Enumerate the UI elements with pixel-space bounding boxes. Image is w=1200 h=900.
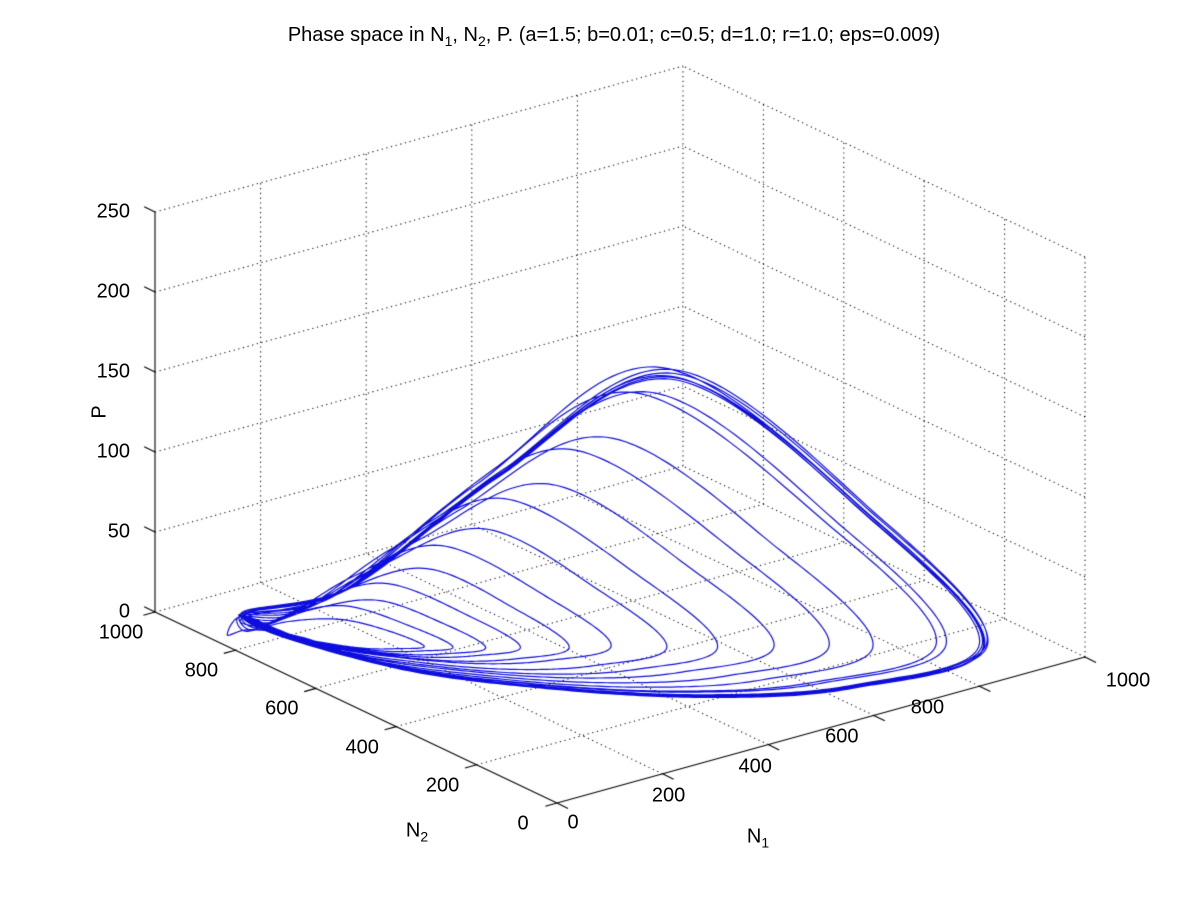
x-tick-label: 0 bbox=[567, 811, 579, 834]
z-tick-label: 250 bbox=[96, 200, 130, 223]
title-text: , N bbox=[452, 24, 478, 46]
y-axis-label-subscript: 2 bbox=[420, 828, 429, 845]
y-tick-label: 400 bbox=[345, 736, 379, 759]
x-axis-label-subscript: 1 bbox=[761, 834, 770, 851]
chart-title: Phase space in N1, N2, P. (a=1.5; b=0.01… bbox=[288, 24, 940, 49]
x-tick-label: 200 bbox=[651, 784, 686, 807]
z-axis-label: P bbox=[88, 405, 111, 419]
x-tick-label: 800 bbox=[910, 696, 945, 719]
y-tick-label: 1000 bbox=[98, 621, 144, 644]
x-axis-label: N1 bbox=[747, 826, 769, 851]
x-axis-label-text: N bbox=[746, 825, 762, 848]
y-tick-label: 0 bbox=[517, 812, 529, 835]
title-subscript: 1 bbox=[444, 33, 453, 49]
y-tick-label: 800 bbox=[184, 659, 219, 682]
x-tick-label: 600 bbox=[825, 725, 859, 748]
y-axis-label-text: N bbox=[405, 819, 421, 842]
z-tick-label: 0 bbox=[118, 600, 130, 623]
y-axis-label: N2 bbox=[406, 820, 428, 845]
y-tick-label: 200 bbox=[425, 774, 460, 797]
z-tick-label: 150 bbox=[96, 360, 130, 383]
x-tick-label: 400 bbox=[738, 755, 772, 778]
z-tick-label: 100 bbox=[96, 440, 130, 463]
z-tick-label: 200 bbox=[96, 280, 130, 303]
title-subscript: 2 bbox=[477, 33, 486, 49]
title-text: Phase space in N bbox=[287, 24, 445, 46]
y-tick-label: 600 bbox=[265, 697, 299, 720]
z-tick-label: 50 bbox=[107, 520, 130, 543]
x-tick-label: 1000 bbox=[1105, 669, 1151, 692]
title-text: , P. (a=1.5; b=0.01; c=0.5; d=1.0; r=1.0… bbox=[485, 24, 941, 46]
